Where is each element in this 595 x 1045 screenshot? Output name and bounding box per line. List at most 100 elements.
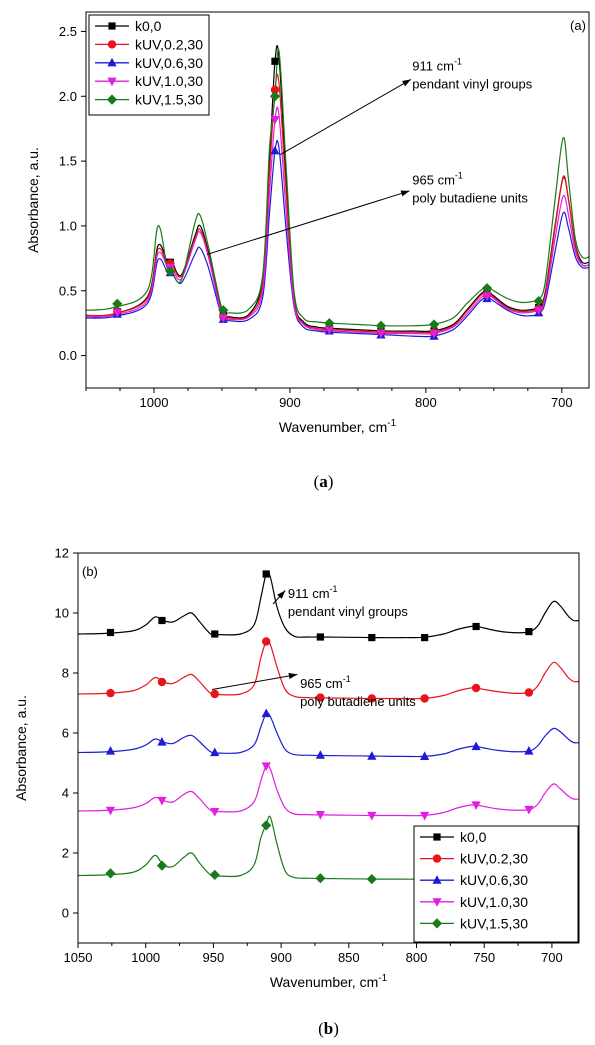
- legend-marker: [107, 40, 117, 49]
- annotation-arrowhead: [277, 590, 286, 599]
- annotation-text: 911 cm-1: [412, 56, 462, 73]
- series-4-point: [324, 318, 335, 329]
- series-1-point: [471, 683, 481, 693]
- series-3-point: [261, 762, 271, 771]
- caption-letter: a: [319, 472, 328, 491]
- series-3-point: [270, 116, 280, 125]
- figure-caption: (b): [318, 1019, 339, 1038]
- series-3-point: [157, 796, 167, 806]
- series-4-point: [156, 860, 168, 871]
- series-3-point: [105, 806, 116, 816]
- legend-marker: [106, 94, 118, 105]
- x-axis-label-sup: -1: [378, 973, 387, 984]
- series-0-point: [472, 622, 480, 631]
- annotation-text-sup: -1: [343, 674, 351, 684]
- legend-marker: [107, 77, 117, 87]
- y-tick-label: 12: [55, 546, 69, 561]
- series-1-point: [316, 693, 325, 702]
- series-3-point: [482, 292, 492, 301]
- series-0-point: [316, 633, 324, 641]
- series-0-point: [271, 57, 279, 65]
- y-tick-label: 2: [62, 846, 69, 861]
- annotation-text: 965 cm-1: [412, 170, 463, 187]
- series-0-point: [368, 634, 376, 642]
- series-4-point: [218, 305, 229, 316]
- plot-frame: [77, 552, 580, 944]
- annotation-text-main: 911 cm: [412, 58, 454, 73]
- caption-open: (: [318, 1019, 324, 1038]
- annotation-arrow: [206, 190, 410, 255]
- series-4-point: [428, 319, 440, 330]
- series-1-point: [210, 689, 219, 699]
- legend-label: kUV,0.2,30: [135, 36, 203, 52]
- y-tick-label: 8: [62, 666, 69, 681]
- series-2-point: [105, 746, 116, 755]
- series-2-point: [210, 747, 220, 757]
- x-tick-label: 700: [551, 395, 573, 410]
- x-tick-label: 950: [203, 950, 225, 965]
- y-tick-label: 1.5: [59, 154, 77, 169]
- annotation-text-line2: poly butadiene units: [300, 694, 416, 709]
- series-4-point: [209, 869, 220, 880]
- series-3-point: [429, 329, 439, 339]
- series-2-point: [270, 145, 280, 155]
- plot-frame: [85, 11, 590, 389]
- annotation-arrow: [211, 674, 298, 690]
- annotation-text-main: 911 cm: [288, 586, 330, 601]
- y-axis-label: Absorbance, a.u.: [25, 147, 41, 253]
- annotation-arrowhead: [402, 79, 411, 87]
- series-4-point: [261, 820, 272, 831]
- legend-marker: [432, 898, 442, 907]
- x-axis-label-text: Wavenumber, cm: [270, 974, 378, 990]
- series-2-point: [261, 708, 271, 718]
- y-tick-label: 2.5: [59, 24, 77, 39]
- legend-label: kUV,0.2,30: [460, 851, 528, 867]
- x-axis-label: Wavenumber, cm-1: [279, 418, 397, 435]
- series-4-point: [112, 298, 123, 309]
- series-4-point: [315, 873, 326, 884]
- caption-close: ): [328, 472, 334, 491]
- x-tick-label: 750: [473, 950, 495, 965]
- series-2-point: [471, 741, 481, 751]
- legend-marker: [432, 854, 442, 863]
- panel-label: (a): [570, 18, 586, 33]
- series-3-point: [324, 326, 334, 335]
- annotation-text-sup: -1: [454, 56, 462, 66]
- x-axis-label-sup: -1: [387, 418, 396, 429]
- series-4-point: [481, 283, 493, 294]
- series-3-point: [376, 329, 386, 339]
- series-3-point: [534, 306, 544, 316]
- annotation-arrowhead: [288, 672, 298, 680]
- x-tick-label: 1050: [64, 950, 93, 965]
- caption-close: ): [333, 1019, 339, 1038]
- caption-open: (: [314, 472, 320, 491]
- series-2-point: [157, 737, 167, 746]
- series-3-point: [315, 811, 325, 820]
- series-line-2: [78, 712, 579, 758]
- series-3-point: [420, 811, 430, 821]
- y-tick-label: 0.5: [59, 283, 77, 298]
- x-tick-label: 900: [270, 950, 292, 965]
- annotation-text: 911 cm-1: [288, 584, 338, 601]
- series-3-point: [112, 309, 122, 318]
- series-3-point: [210, 808, 220, 817]
- legend-label: kUV,1.0,30: [460, 894, 528, 910]
- series-0-point: [262, 570, 270, 578]
- legend-label: kUV,1.5,30: [460, 915, 528, 931]
- legend-label: kUV,0.6,30: [135, 55, 203, 71]
- series-1-point: [420, 694, 429, 703]
- series-line-3: [86, 106, 589, 335]
- series-1-point: [524, 688, 534, 697]
- caption-letter: b: [324, 1019, 333, 1038]
- series-0-point: [525, 628, 533, 636]
- series-line-2: [86, 139, 589, 338]
- series-2-point: [367, 751, 377, 760]
- series-4-point: [165, 266, 176, 277]
- legend-marker: [107, 57, 117, 67]
- series-2-point: [420, 751, 430, 760]
- y-tick-label: 6: [62, 726, 69, 741]
- legend-marker: [432, 875, 442, 884]
- legend: k0,0 kUV,0.2,30 kUV,0.6,30 kUV,1.0,30 kUV,1.…: [413, 825, 579, 943]
- y-tick-label: 0: [62, 906, 69, 921]
- legend-marker: [433, 833, 441, 841]
